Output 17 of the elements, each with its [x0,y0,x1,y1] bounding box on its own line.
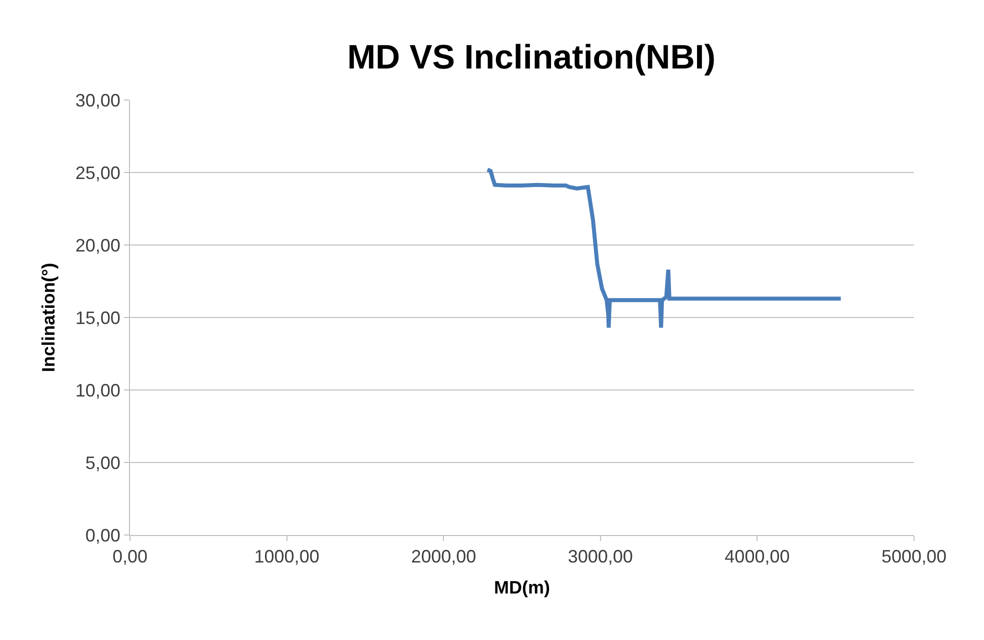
x-tick-label: 3000,00 [568,546,633,567]
y-tick-label: 10,00 [75,380,120,400]
y-axis-title: Inclination(°) [38,262,59,372]
y-tick-label: 30,00 [75,90,120,110]
x-tick-label: 1000,00 [254,546,320,567]
y-tick-label: 20,00 [75,235,120,256]
x-tick-label: 2000,00 [411,546,476,567]
x-tick-label: 0,00 [112,546,148,567]
y-tick-label: 0,00 [85,525,120,546]
x-axis-title: MD(m) [494,578,550,598]
y-tick-label: 15,00 [75,308,120,328]
y-tick-label: 5,00 [85,452,120,473]
x-tick-label: 5000,00 [881,546,947,567]
chart-title: MD VS Inclination(NBI) [347,38,716,77]
y-tick-label: 25,00 [75,162,120,183]
line-series [486,168,843,330]
x-tick-label: 4000,00 [724,546,790,567]
